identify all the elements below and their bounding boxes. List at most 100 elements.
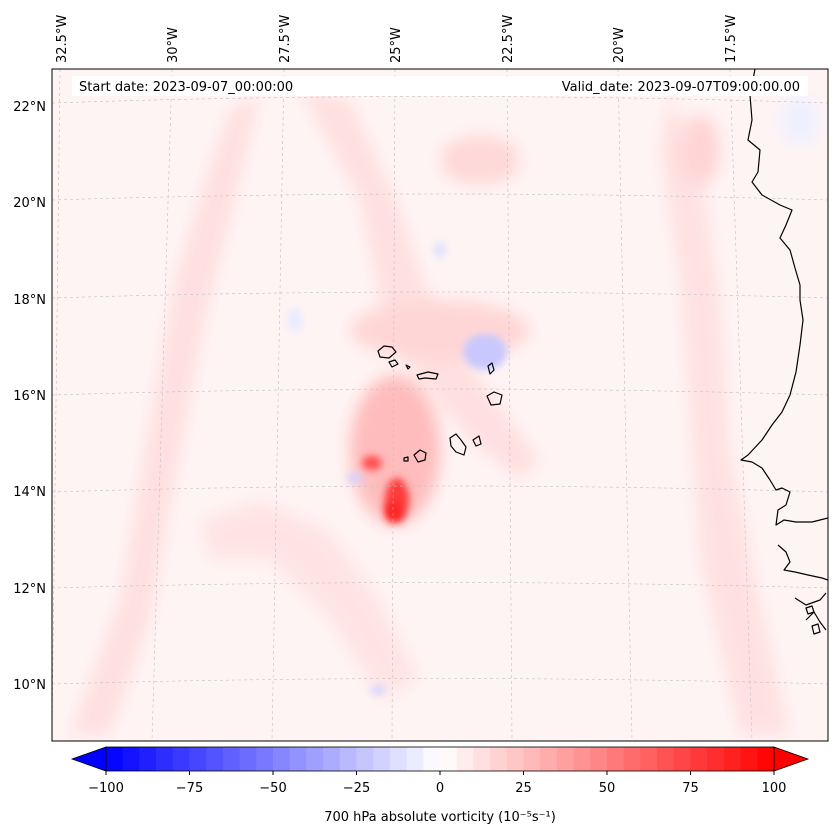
negative-vorticity-patch [780, 95, 820, 145]
vorticity-band-central [300, 90, 540, 480]
colorbar-step [306, 747, 324, 771]
date-info-box [72, 76, 808, 96]
coastal-islet [805, 605, 815, 615]
meridian-line [151, 68, 173, 741]
vorticity-core-halo [350, 375, 440, 525]
lon-label: 17.5°W [724, 15, 739, 63]
meridian-line [271, 68, 285, 741]
colorbar-step [623, 747, 641, 771]
lat-label: 20°N [13, 196, 46, 211]
island-santo-antao [377, 345, 397, 359]
colorbar-step [573, 747, 591, 771]
island-sao-vicente [388, 359, 399, 368]
colorbar-step [423, 747, 441, 771]
colorbar-step [657, 747, 675, 771]
parallel-line [51, 291, 829, 299]
negative-vorticity-patch [434, 242, 446, 258]
colorbar-step [323, 747, 341, 771]
colorbar-step [406, 747, 424, 771]
coastal-islet [811, 623, 821, 635]
colorbar-step [172, 747, 190, 771]
coastlines [377, 69, 828, 635]
graticule [51, 68, 829, 741]
colorbar-step [556, 747, 575, 771]
lat-label: 16°N [13, 389, 46, 404]
cb-tick-label: 100 [762, 781, 787, 796]
cb-tick-label: 25 [515, 781, 532, 796]
cb-tick-label: 75 [682, 781, 699, 796]
island-sao-nicolau [416, 371, 439, 380]
colorbar-step [523, 747, 541, 771]
parallel-line [51, 388, 829, 396]
valid-date-label: Valid_date: 2023-09-07T09:00:00.00 [562, 80, 800, 95]
lon-label: 32.5°W [55, 15, 70, 63]
lon-label: 27.5°W [278, 15, 293, 63]
colorbar-extend-high [773, 746, 810, 772]
colorbar-step [339, 747, 357, 771]
colorbar-step [456, 747, 474, 771]
colorbar-step [707, 747, 725, 771]
colorbar-step [389, 747, 408, 771]
colorbar-step [640, 747, 658, 771]
africa-coastline [740, 69, 828, 526]
map-frame [51, 68, 829, 742]
lat-label: 14°N [13, 485, 46, 500]
colorbar-step [473, 747, 491, 771]
colorbar-step [139, 747, 157, 771]
meridian-line [617, 68, 633, 741]
colorbar-step [206, 747, 224, 771]
africa-coastline [805, 611, 827, 631]
colorbar-step [273, 747, 291, 771]
colorbar-step [106, 747, 124, 771]
colorbar-step [757, 747, 775, 771]
parallel-line [51, 193, 829, 201]
colorbar-step [122, 747, 140, 771]
vorticity-band-south [200, 500, 420, 700]
cb-tick-label: 0 [436, 781, 444, 796]
meridian-line [51, 68, 61, 741]
colorbar-step [690, 747, 708, 771]
parallel-line [51, 582, 829, 589]
vorticity-band-west [70, 95, 260, 735]
parallel-line [51, 678, 829, 685]
colorbar-step [590, 747, 608, 771]
colorbar-step [607, 747, 625, 771]
cb-tick-label: −100 [88, 781, 124, 796]
cb-tick-label: −50 [259, 781, 286, 796]
island-santa-luzia [405, 364, 411, 370]
map-panel: Start date: 2023-09-07_00:00:00 Valid_da… [13, 15, 829, 742]
island-boa-vista [486, 391, 503, 406]
colorbar: −100 −75 −50 −25 0 25 50 75 100 700 hPa … [70, 746, 810, 825]
meridian-line [506, 68, 513, 741]
colorbar-ticks: −100 −75 −50 −25 0 25 50 75 100 [88, 771, 786, 796]
colorbar-step [723, 747, 742, 771]
colorbar-step [506, 747, 524, 771]
lon-label: 30°W [166, 27, 181, 63]
cb-tick-label: −25 [343, 781, 370, 796]
colorbar-step [740, 747, 758, 771]
cb-tick-label: 50 [599, 781, 616, 796]
vorticity-patch [680, 115, 720, 185]
colorbar-step [156, 747, 174, 771]
lon-label: 25°W [389, 27, 404, 63]
start-date-label: Start date: 2023-09-07_00:00:00 [79, 80, 293, 95]
colorbar-step [222, 747, 241, 771]
island-maio [472, 435, 482, 447]
vorticity-field [70, 90, 820, 735]
island-sal [487, 362, 495, 375]
island-brava [403, 456, 409, 462]
colorbar-step [490, 747, 508, 771]
colorbar-steps [106, 747, 775, 771]
negative-vorticity-patch [347, 473, 363, 483]
africa-coastline [777, 544, 828, 581]
meridian-line [391, 68, 396, 741]
island-santiago [449, 433, 467, 456]
colorbar-step [289, 747, 307, 771]
colorbar-step [373, 747, 391, 771]
vorticity-core [362, 456, 382, 470]
negative-vorticity-patch [287, 308, 303, 332]
colorbar-extend-low [70, 746, 107, 772]
vorticity-band-east [660, 95, 790, 735]
negative-vorticity-patch [463, 334, 507, 370]
